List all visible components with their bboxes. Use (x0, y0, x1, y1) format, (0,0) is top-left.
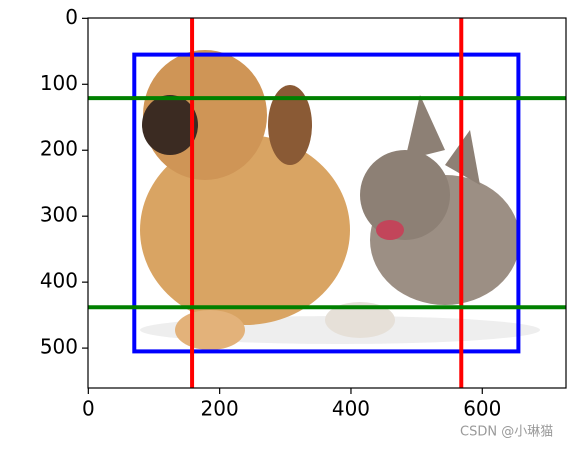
x-tick-label: 400 (332, 397, 370, 421)
x-tick-label: 0 (82, 397, 95, 421)
x-tick-label: 600 (463, 397, 501, 421)
y-tick-label: 400 (40, 269, 78, 293)
y-tick-label: 300 (40, 203, 78, 227)
y-tick-label: 500 (40, 335, 78, 359)
bounding-box (132, 52, 521, 354)
y-tick-label: 200 (40, 137, 78, 161)
watermark: CSDN @小琳猫 (460, 425, 553, 440)
axes-frame (87, 17, 567, 389)
x-tick-label: 200 (201, 397, 239, 421)
photo (88, 18, 566, 388)
y-tick-label: 0 (65, 5, 78, 29)
y-tick-label: 100 (40, 71, 78, 95)
